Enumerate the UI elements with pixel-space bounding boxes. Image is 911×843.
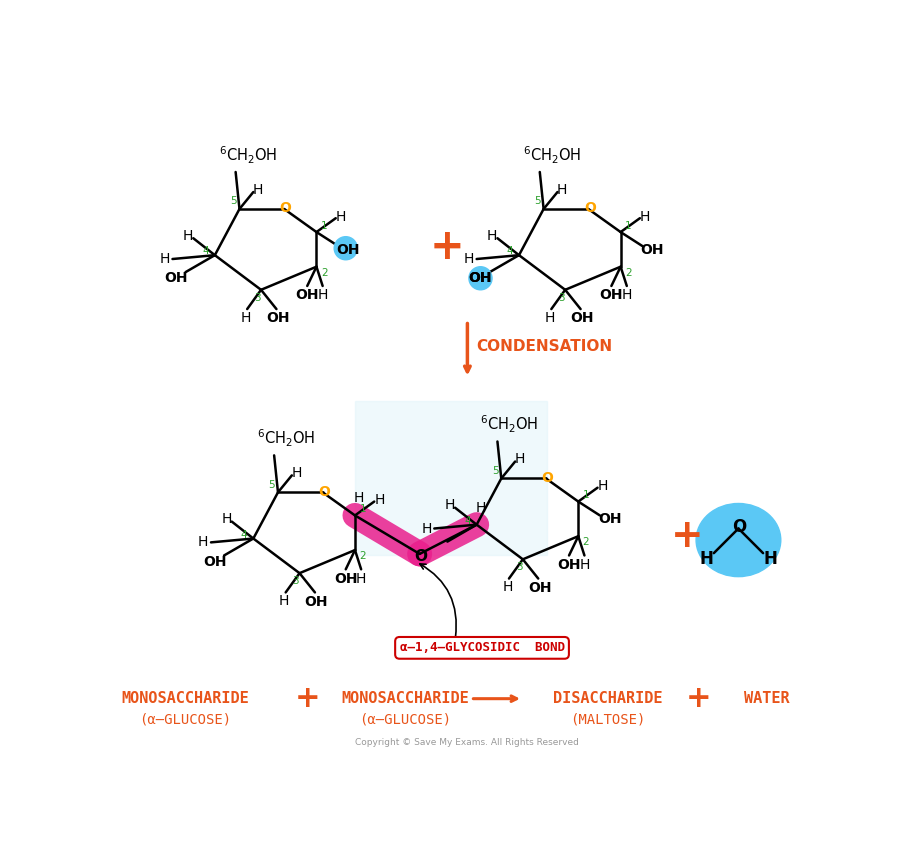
Text: 2: 2 [582,537,589,547]
Text: O: O [583,201,595,215]
Text: (α–GLUCOSE): (α–GLUCOSE) [359,712,451,727]
Text: 3: 3 [292,576,299,586]
Text: H: H [597,479,608,493]
Text: DISACCHARIDE: DISACCHARIDE [552,691,661,706]
Circle shape [468,266,492,290]
Text: WATER: WATER [743,691,789,706]
Text: (MALTOSE): (MALTOSE) [569,712,644,727]
Text: O: O [280,201,292,215]
Text: H: H [475,501,486,515]
Text: 3: 3 [558,293,564,303]
Text: 2: 2 [321,268,327,278]
Text: 5: 5 [534,196,540,207]
Text: H: H [279,593,289,608]
Text: H: H [578,558,589,572]
Bar [354,401,547,556]
Text: 4: 4 [506,246,513,256]
Text: 1: 1 [582,491,589,501]
Text: 2: 2 [359,551,365,561]
Text: H: H [182,229,193,243]
Text: 4: 4 [202,246,209,256]
Ellipse shape [695,503,780,577]
Text: 3: 3 [253,293,261,303]
Text: H: H [221,513,231,526]
Text: $^6$CH$_2$OH: $^6$CH$_2$OH [522,144,580,166]
Text: OH: OH [203,555,226,569]
Text: OH: OH [304,594,328,609]
Text: H: H [252,183,263,196]
Text: 1: 1 [321,221,327,231]
Text: H: H [557,183,567,196]
Text: OH: OH [266,311,290,325]
Text: MONOSACCHARIDE: MONOSACCHARIDE [341,691,468,706]
Text: MONOSACCHARIDE: MONOSACCHARIDE [121,691,250,706]
Text: O: O [415,549,427,564]
Text: (α–GLUCOSE): (α–GLUCOSE) [139,712,231,727]
Text: 1: 1 [624,221,631,231]
Text: H: H [291,466,302,480]
Text: 5: 5 [268,480,275,490]
Text: H: H [317,288,327,302]
Text: O: O [318,485,330,498]
Text: H: H [464,252,474,266]
Text: OH: OH [333,572,357,586]
Text: 4: 4 [464,516,470,526]
Text: H: H [159,252,169,266]
Text: CONDENSATION: CONDENSATION [476,339,612,353]
Text: O: O [541,470,553,485]
Text: +: + [685,685,711,713]
Text: H: H [502,580,512,594]
Circle shape [333,237,357,260]
Text: +: + [294,685,320,713]
Text: OH: OH [640,243,663,257]
Text: H: H [544,310,555,325]
Text: H: H [355,572,366,586]
Text: OH: OH [527,581,551,595]
Text: $^6$CH$_2$OH: $^6$CH$_2$OH [219,144,277,166]
Text: 5: 5 [230,196,236,207]
Text: α–1,4–GLYCOSIDIC  BOND: α–1,4–GLYCOSIDIC BOND [399,642,564,654]
Text: 3: 3 [515,562,522,572]
Text: H: H [514,452,525,466]
Text: H: H [486,229,496,243]
Text: H: H [374,493,384,507]
Text: Copyright © Save My Exams. All Rights Reserved: Copyright © Save My Exams. All Rights Re… [355,738,578,747]
Text: OH: OH [164,271,188,285]
Text: OH: OH [557,558,580,572]
Text: OH: OH [336,243,360,257]
Text: H: H [421,522,431,535]
Text: 5: 5 [491,466,498,475]
Text: +: + [429,227,465,268]
Text: OH: OH [598,513,621,526]
Text: H: H [444,498,455,513]
Text: 1: 1 [359,504,365,514]
Text: H: H [198,535,209,550]
Text: OH: OH [468,271,492,285]
Text: H: H [699,550,712,568]
Text: 2: 2 [624,268,631,278]
Text: O: O [732,518,745,536]
Text: OH: OH [295,288,319,302]
Text: H: H [621,288,631,302]
Text: OH: OH [599,288,622,302]
Text: H: H [353,491,363,506]
Text: H: H [640,210,650,223]
Text: +: + [670,518,703,556]
Text: H: H [335,210,346,223]
Text: $^6$CH$_2$OH: $^6$CH$_2$OH [257,427,315,449]
Text: 4: 4 [241,529,247,540]
Text: H: H [763,550,777,568]
Text: OH: OH [569,311,593,325]
Text: H: H [241,310,251,325]
Text: $^6$CH$_2$OH: $^6$CH$_2$OH [480,414,538,435]
Text: OH: OH [468,271,492,285]
